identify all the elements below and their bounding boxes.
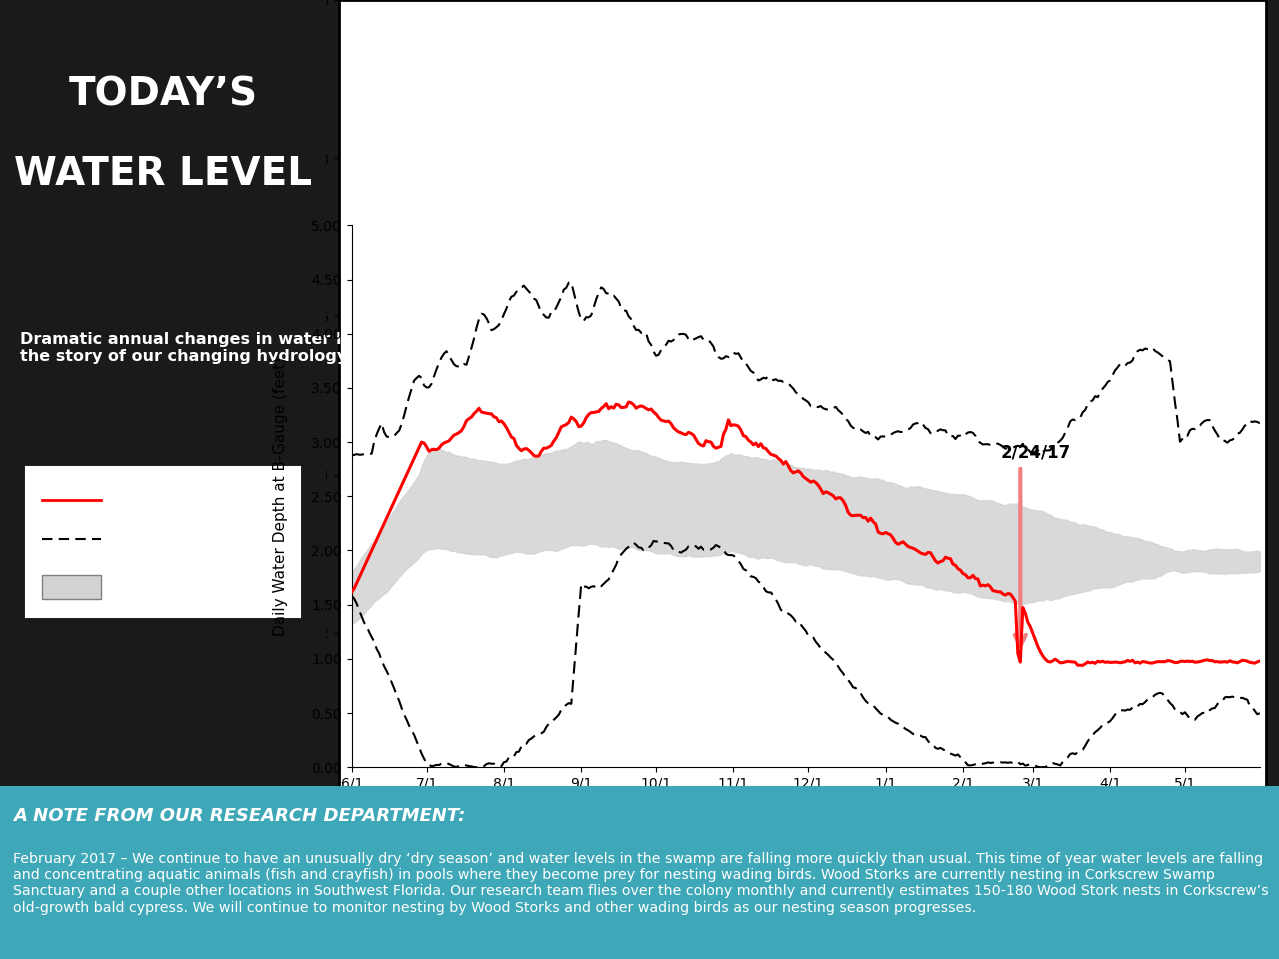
Text: Dramatic annual changes in water levels are a primary feature of our swamp. Dail: Dramatic annual changes in water levels … — [19, 332, 1248, 364]
FancyBboxPatch shape — [26, 467, 301, 618]
Text: Range of “typical” years: Range of “typical” years — [114, 579, 301, 595]
Text: February 2017 – We continue to have an unusually dry ‘dry season’ and water leve: February 2017 – We continue to have an u… — [13, 852, 1269, 915]
Text: 2/24/17: 2/24/17 — [1000, 443, 1071, 461]
Text: RAINY SEASON: RAINY SEASON — [483, 857, 647, 877]
Y-axis label: Daily Water Depth at B-Gauge (feet): Daily Water Depth at B-Gauge (feet) — [274, 357, 288, 636]
Text: This Year: This Year — [114, 492, 183, 507]
Text: WATER LEVEL: WATER LEVEL — [14, 155, 312, 193]
X-axis label: Date (June 2016 to May 2017): Date (June 2016 to May 2017) — [691, 797, 921, 811]
FancyBboxPatch shape — [42, 575, 101, 599]
Text: TODAY’S: TODAY’S — [69, 76, 257, 114]
Text: Maximum & minimum: Maximum & minimum — [114, 531, 284, 547]
Text: DRY SEASON: DRY SEASON — [935, 857, 1076, 877]
Text: A NOTE FROM OUR RESEARCH DEPARTMENT:: A NOTE FROM OUR RESEARCH DEPARTMENT: — [13, 807, 466, 825]
